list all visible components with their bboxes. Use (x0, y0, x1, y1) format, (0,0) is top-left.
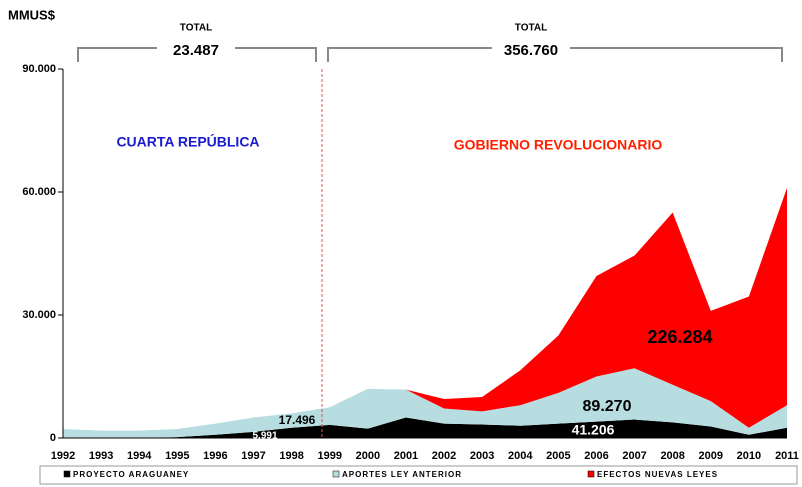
annotation-bg (505, 22, 557, 34)
legend-label: EFECTOS NUEVAS LEYES (597, 470, 718, 479)
annotation: GOBIERNO REVOLUCIONARIO (454, 137, 663, 153)
x-tick-label: 2003 (470, 450, 494, 462)
x-tick-label: 2008 (660, 450, 684, 462)
x-tick-label: 2004 (508, 450, 533, 462)
annotation: CUARTA REPÚBLICA (116, 133, 259, 150)
legend-swatch (587, 470, 595, 478)
x-tick-label: 2000 (356, 450, 380, 462)
x-tick-label: 2006 (584, 450, 608, 462)
legend-swatch (332, 470, 340, 478)
annotation-bg (170, 22, 222, 34)
x-tick-label: 1992 (51, 450, 75, 462)
annotation: 23.487 (173, 42, 219, 59)
x-tick-label: 1999 (317, 450, 341, 462)
x-tick-label: 1993 (89, 450, 113, 462)
legend-swatch (63, 470, 71, 478)
area (63, 187, 787, 431)
x-tick-label: 1994 (127, 450, 152, 462)
annotation: 5.991 (252, 431, 277, 442)
x-tick-label: 1998 (279, 450, 303, 462)
x-tick-label: 2002 (432, 450, 456, 462)
x-tick-label: 2005 (546, 450, 570, 462)
annotation-bg (157, 42, 235, 60)
x-tick-label: 2001 (394, 450, 418, 462)
x-tick-label: 1996 (203, 450, 227, 462)
area (63, 417, 787, 438)
legend-label: APORTES LEY ANTERIOR (342, 470, 462, 479)
area (63, 368, 787, 438)
x-tick-label: 1997 (241, 450, 265, 462)
annotation: 41.206 (572, 422, 615, 438)
y-tick-label: 60.000 (22, 186, 56, 198)
y-axis-label: MMUS$ (8, 7, 56, 22)
x-tick-label: 2009 (699, 450, 723, 462)
legend-box (39, 465, 798, 485)
y-tick-label: 90.000 (22, 63, 56, 75)
annotation: 356.760 (504, 42, 558, 59)
y-tick-label: 30.000 (22, 309, 56, 321)
annotation: TOTAL (180, 23, 212, 34)
x-tick-label: 2007 (622, 450, 646, 462)
x-tick-label: 2010 (737, 450, 761, 462)
annotation: TOTAL (515, 23, 547, 34)
x-tick-label: 2011 (775, 450, 799, 462)
annotation: 89.270 (583, 398, 632, 415)
annotation: 226.284 (647, 327, 712, 347)
areas (63, 187, 787, 438)
annotation-bg (492, 42, 570, 60)
y-tick-label: 0 (50, 432, 56, 444)
legend-label: PROYECTO ARAGUANEY (73, 470, 189, 479)
annotation: 17.496 (279, 413, 316, 427)
x-tick-label: 1995 (165, 450, 189, 462)
